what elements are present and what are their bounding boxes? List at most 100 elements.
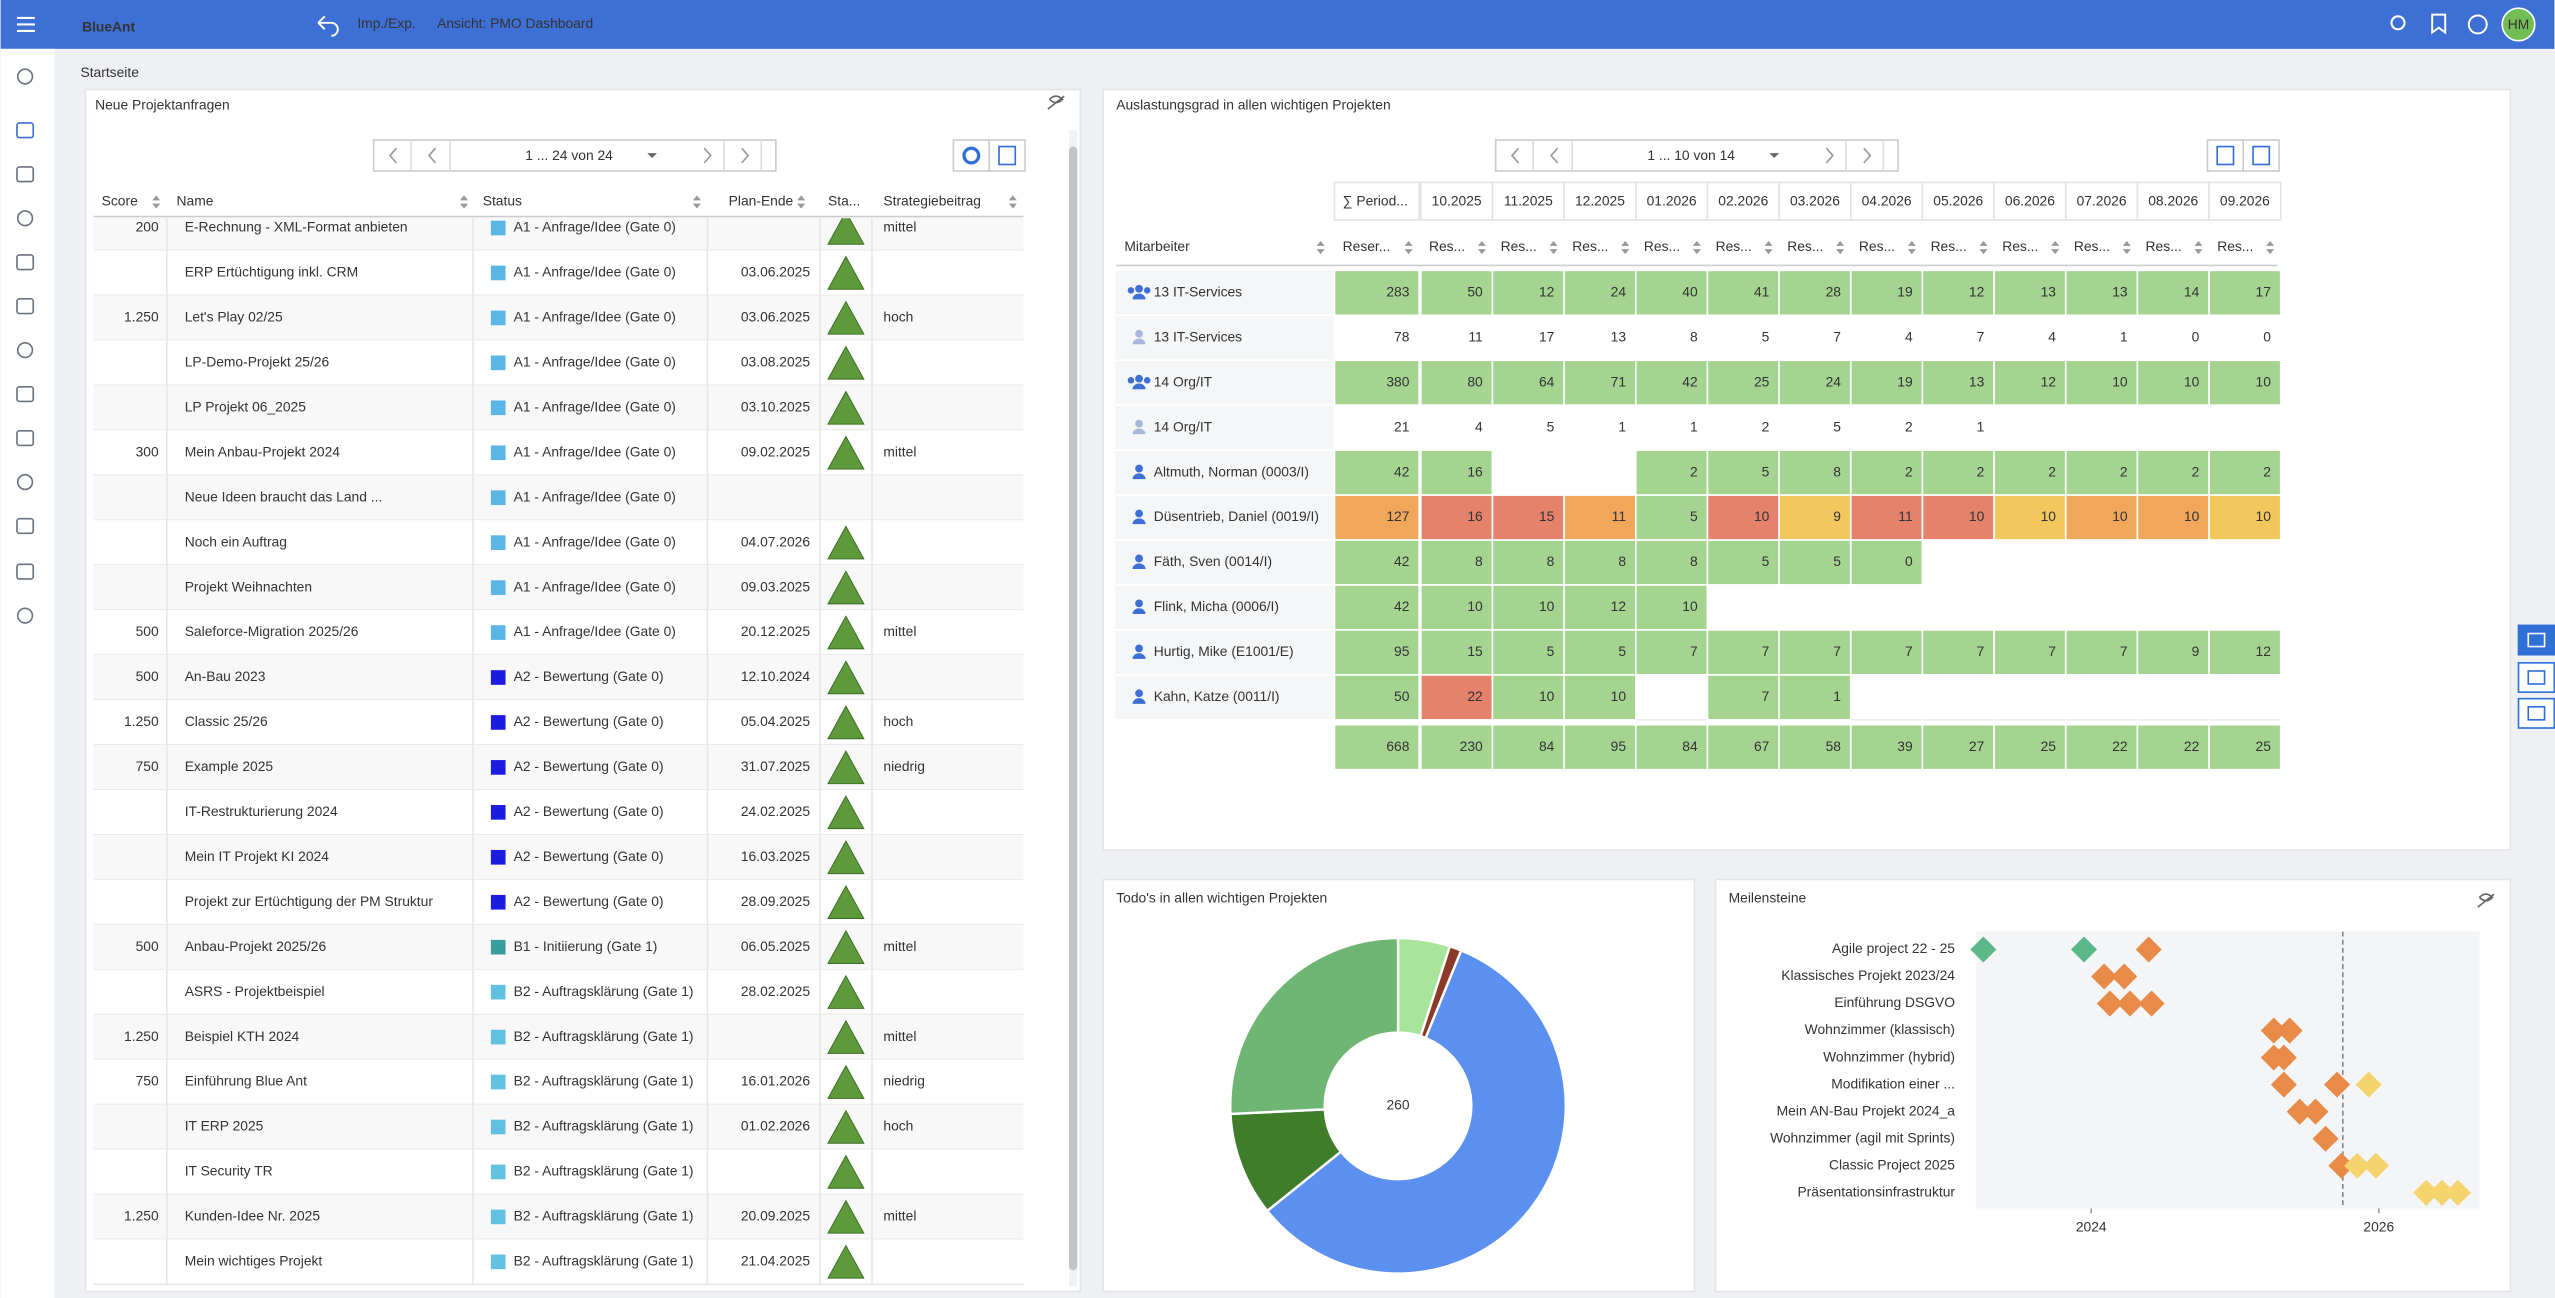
table-row[interactable] xyxy=(93,834,1024,880)
project-name[interactable]: LP-Demo-Projekt 25/26 xyxy=(185,354,330,370)
sort-icon[interactable] xyxy=(1404,241,1413,255)
milestone[interactable] xyxy=(2111,963,2138,990)
milestone[interactable] xyxy=(2344,1152,2371,1179)
column-header[interactable]: Plan-Ende xyxy=(729,193,794,209)
search-icon[interactable] xyxy=(2390,15,2406,31)
sort-icon[interactable] xyxy=(152,195,161,209)
nav-icon[interactable] xyxy=(16,166,35,183)
nav-icon[interactable] xyxy=(16,473,34,491)
project-name[interactable]: Classic 25/26 xyxy=(185,713,268,729)
table-row[interactable] xyxy=(93,206,1024,251)
project-name[interactable]: Projekt zur Ertüchtigung der PM Struktur xyxy=(185,893,434,909)
project-name[interactable]: ASRS - Projektbeispiel xyxy=(185,983,325,999)
nav-icon[interactable] xyxy=(16,517,35,535)
columns-button[interactable] xyxy=(988,139,1026,172)
table-row[interactable] xyxy=(93,879,1024,925)
project-name[interactable]: Beispiel KTH 2024 xyxy=(185,1028,300,1044)
table-row[interactable] xyxy=(93,430,1024,476)
pager-button[interactable] xyxy=(741,147,750,164)
employee-name[interactable]: 13 IT-Services xyxy=(1154,283,1242,299)
donut-segment[interactable] xyxy=(1265,948,1567,1275)
sort-icon[interactable] xyxy=(1692,241,1701,255)
sort-icon[interactable] xyxy=(1907,241,1916,255)
sub-header[interactable]: Res... xyxy=(2074,238,2110,254)
table-row[interactable] xyxy=(93,1014,1024,1060)
nav-icon[interactable] xyxy=(16,429,35,447)
table-row[interactable] xyxy=(93,1104,1024,1150)
project-name[interactable]: Kunden-Idee Nr. 2025 xyxy=(185,1208,321,1224)
table-row[interactable] xyxy=(93,969,1024,1015)
column-header[interactable]: Sta... xyxy=(828,193,860,209)
bookmark-icon[interactable] xyxy=(2431,13,2447,35)
employee-name[interactable]: 14 Org/IT xyxy=(1154,418,1213,434)
import-export[interactable]: Imp./Exp. xyxy=(357,15,415,31)
project-name[interactable]: E-Rechnung - XML-Format anbieten xyxy=(185,219,408,235)
table-row[interactable] xyxy=(93,699,1024,745)
project-name[interactable]: Mein IT Projekt KI 2024 xyxy=(185,848,330,864)
table-row[interactable] xyxy=(93,610,1024,656)
sort-icon[interactable] xyxy=(1979,241,1988,255)
settings-button[interactable] xyxy=(952,139,991,172)
table-row[interactable] xyxy=(93,565,1024,611)
nav-icon[interactable] xyxy=(16,68,34,85)
pager-label[interactable]: 1 ... 24 von 24 xyxy=(525,147,613,163)
table-row[interactable] xyxy=(93,340,1024,386)
project-name[interactable]: IT-Restrukturierung 2024 xyxy=(185,803,338,819)
table-row[interactable] xyxy=(93,520,1024,566)
sort-icon[interactable] xyxy=(797,195,806,209)
column-header[interactable]: Name xyxy=(177,193,214,209)
nav-icon[interactable] xyxy=(16,563,35,580)
sort-icon[interactable] xyxy=(459,195,469,209)
pager-button[interactable] xyxy=(427,147,437,164)
sub-header[interactable]: Res... xyxy=(2002,238,2038,254)
sort-icon[interactable] xyxy=(1621,241,1630,255)
project-name[interactable]: Projekt Weihnachten xyxy=(185,578,312,594)
milestone[interactable] xyxy=(2362,1152,2389,1179)
project-name[interactable]: Einführung Blue Ant xyxy=(185,1073,307,1089)
sort-icon[interactable] xyxy=(1764,241,1773,255)
employee-name[interactable]: 14 Org/IT xyxy=(1154,373,1213,389)
sub-header[interactable]: Res... xyxy=(1931,238,1967,254)
table-row[interactable] xyxy=(93,744,1024,790)
table-row[interactable] xyxy=(93,475,1024,521)
project-name[interactable]: Saleforce-Migration 2025/26 xyxy=(185,623,359,639)
sub-header[interactable]: Mitarbeiter xyxy=(1124,238,1190,254)
sort-icon[interactable] xyxy=(1549,241,1558,255)
table-row[interactable] xyxy=(93,1059,1024,1105)
sub-header[interactable]: Res... xyxy=(1572,238,1608,254)
sort-icon[interactable] xyxy=(2266,241,2275,255)
columns-button[interactable] xyxy=(2242,139,2280,172)
table-row[interactable] xyxy=(93,1194,1024,1240)
table-row[interactable] xyxy=(93,924,1024,970)
project-name[interactable]: LP Projekt 06_2025 xyxy=(185,398,307,414)
milestone[interactable] xyxy=(2070,936,2098,963)
sort-icon[interactable] xyxy=(2051,241,2060,255)
project-name[interactable]: IT ERP 2025 xyxy=(185,1118,264,1134)
pager-dropdown[interactable] xyxy=(1769,153,1780,158)
nav-icon[interactable] xyxy=(16,607,34,624)
breadcrumb[interactable]: Startseite xyxy=(80,64,139,80)
milestone[interactable] xyxy=(2135,936,2162,963)
table-row[interactable] xyxy=(93,250,1024,296)
sort-icon[interactable] xyxy=(1477,241,1486,255)
table-row[interactable] xyxy=(93,1239,1024,1285)
column-header[interactable]: Status xyxy=(483,193,522,209)
milestone[interactable] xyxy=(2116,990,2144,1017)
donut-segment[interactable] xyxy=(1229,936,1400,1116)
project-name[interactable]: An-Bau 2023 xyxy=(185,668,266,684)
sub-header[interactable]: Res... xyxy=(1501,238,1537,254)
nav-icon[interactable] xyxy=(16,210,34,227)
table-row[interactable] xyxy=(93,1149,1024,1195)
project-name[interactable]: IT Security TR xyxy=(185,1163,273,1179)
pager-label[interactable]: 1 ... 10 von 14 xyxy=(1647,147,1735,163)
help-icon[interactable] xyxy=(2467,14,2488,35)
side-button[interactable] xyxy=(2517,697,2555,729)
settings-button[interactable] xyxy=(2206,139,2245,172)
milestone[interactable] xyxy=(1970,936,1997,963)
sort-icon[interactable] xyxy=(1008,195,1017,209)
employee-name[interactable]: 13 IT-Services xyxy=(1154,328,1242,344)
back-icon[interactable] xyxy=(317,15,339,37)
sub-header[interactable]: Res... xyxy=(1859,238,1895,254)
side-button[interactable] xyxy=(2517,662,2555,693)
avatar[interactable] xyxy=(2501,7,2536,42)
